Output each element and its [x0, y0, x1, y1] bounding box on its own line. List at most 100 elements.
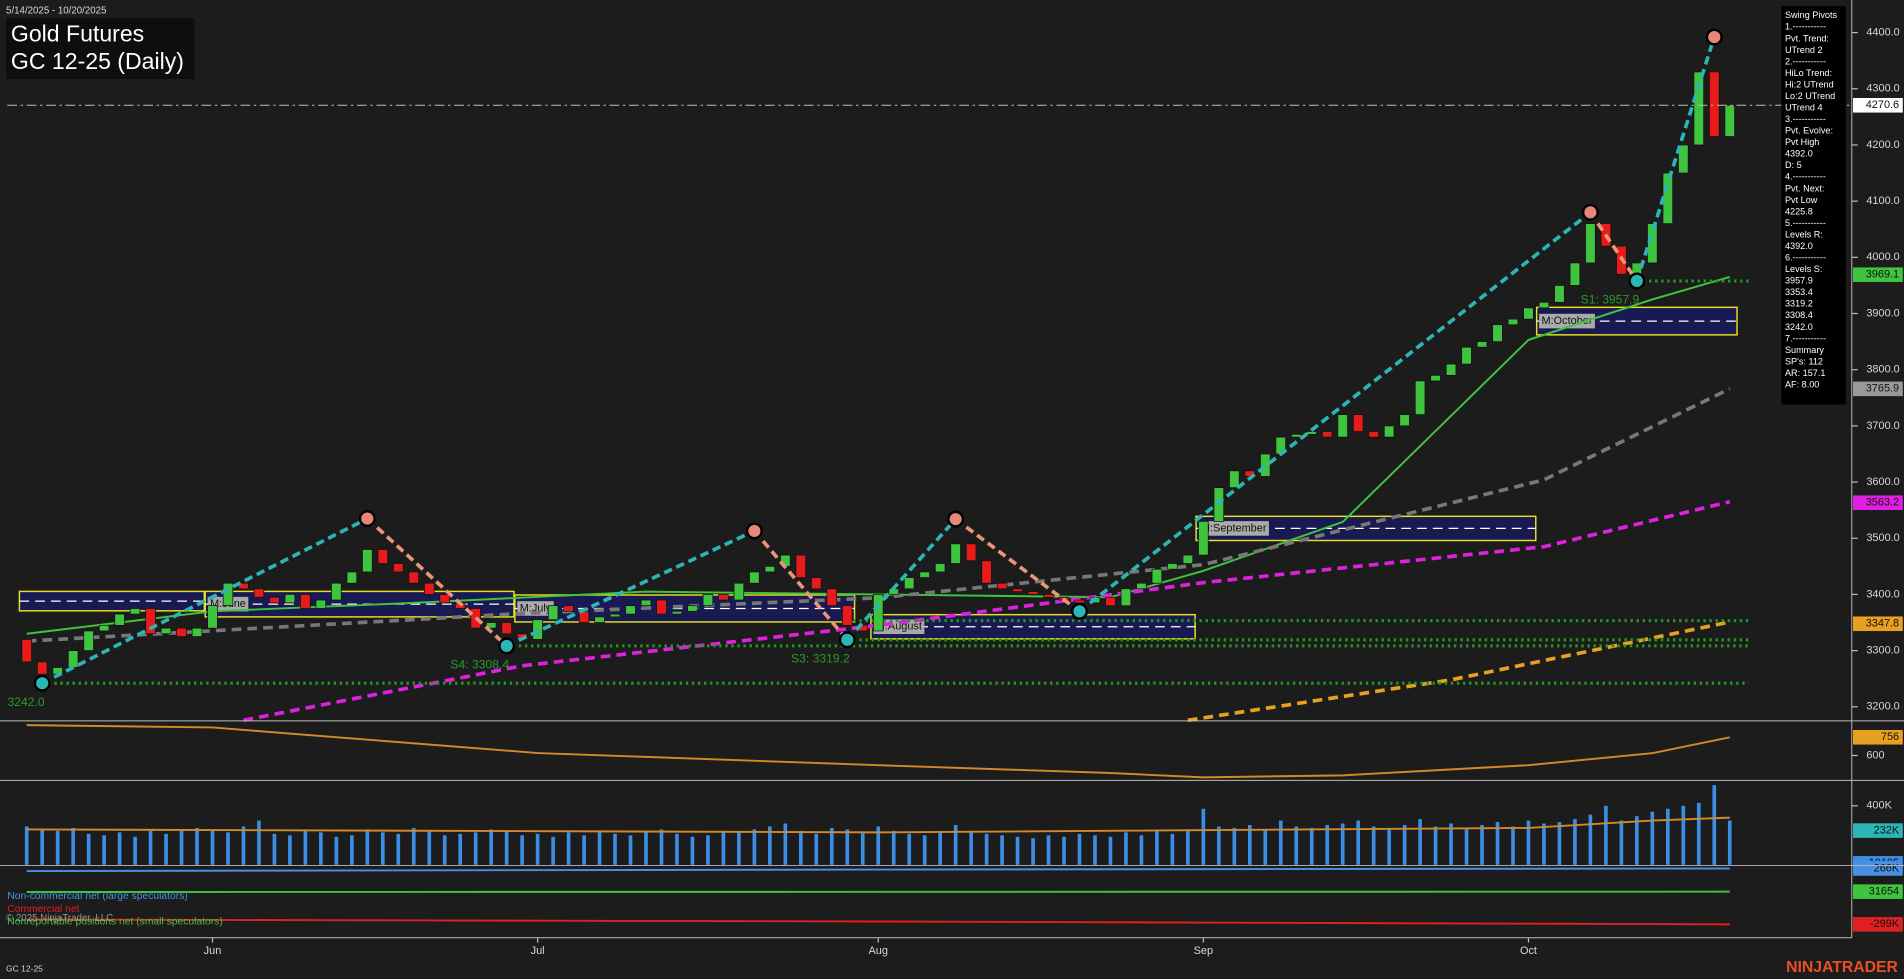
volume-bar: [1666, 808, 1670, 865]
volume-bar: [520, 835, 524, 865]
volume-bar: [613, 833, 617, 865]
info-line: Pvt. Trend:: [1785, 33, 1829, 43]
y-tick-label: 600: [1866, 749, 1884, 761]
volume-bar: [1294, 826, 1299, 865]
volume-bar: [799, 830, 803, 865]
volume-bar: [442, 835, 447, 865]
y-tick-label: 3600.0: [1866, 476, 1899, 488]
volume-bar: [1046, 835, 1051, 865]
info-line: 3353.4: [1785, 287, 1813, 297]
candle: [1291, 433, 1302, 438]
series-line: [26, 724, 1730, 779]
candle: [1027, 591, 1039, 595]
y-tick-label: 4200.0: [1866, 139, 1899, 151]
candle: [1523, 307, 1534, 320]
volume-bar: [1449, 823, 1453, 865]
volume-bar: [117, 832, 122, 865]
volume-bar: [1418, 819, 1422, 865]
candle: [563, 605, 574, 612]
price-badge: [1853, 495, 1903, 511]
candle: [1105, 596, 1116, 607]
candle: [1182, 554, 1194, 564]
info-line: 3242.0: [1785, 322, 1813, 332]
volume-bar: [1588, 814, 1593, 865]
price-badge: [1853, 98, 1903, 113]
info-line: 4225.8: [1785, 206, 1813, 216]
series-line: [26, 867, 1730, 873]
volume-bar: [102, 835, 106, 865]
volume-bar: [1635, 816, 1639, 865]
value-area: [204, 590, 515, 618]
candle: [1476, 341, 1488, 348]
candle: [1229, 470, 1240, 489]
candle: [1430, 374, 1441, 382]
candle: [1414, 380, 1426, 416]
x-tick-label: Sep: [1194, 945, 1213, 957]
candle: [749, 571, 760, 584]
pivot-marker: [1071, 602, 1088, 620]
price-badge-label: 3563.2: [1866, 497, 1899, 509]
swing-line: [1635, 36, 1717, 282]
plot-layer: 3200.0 3300.0 3400.0 3500.0 3600.0 3700.0 3800…: [7, 26, 1903, 957]
volume-bar: [1480, 824, 1484, 865]
candle: [811, 577, 822, 590]
candle: [315, 599, 327, 609]
candle: [362, 549, 373, 573]
volume-bar: [597, 830, 602, 865]
swing-line: [1078, 210, 1592, 613]
volume-bar: [458, 833, 463, 865]
info-line: HiLo Trend:: [1785, 68, 1832, 78]
candle: [1120, 588, 1132, 607]
y-tick-label: 3300.0: [1866, 645, 1899, 657]
volume-bar: [706, 835, 710, 865]
volume-bar: [1309, 827, 1314, 865]
volume-bar: [675, 833, 679, 865]
volume-bar: [1278, 820, 1283, 865]
price-badge-label: 266K: [1874, 862, 1900, 874]
y-tick-label: 4300.0: [1866, 83, 1899, 95]
price-badge: [1853, 381, 1903, 397]
volume-bar: [396, 833, 401, 865]
volume-bar: [1356, 820, 1360, 865]
volume-bar: [1604, 805, 1608, 865]
price-badge-label: 3765.9: [1866, 383, 1899, 395]
info-line: 3319.2: [1785, 299, 1813, 309]
swing-line: [752, 529, 849, 642]
volume-bar: [288, 835, 292, 865]
info-line: Pvt. Evolve:: [1785, 126, 1833, 136]
info-line: Hi:2 UTrend: [1785, 79, 1834, 89]
volume-bar: [845, 829, 850, 865]
candle: [1507, 318, 1519, 326]
volume-bar: [907, 833, 912, 865]
volume-bar: [257, 820, 261, 865]
volume-bar: [1371, 826, 1376, 865]
volume-bar: [659, 829, 664, 865]
series-line: [26, 918, 1730, 926]
candle: [253, 588, 265, 598]
pivot-label: S3: 3319.2: [791, 651, 850, 665]
info-line: 4392.0: [1785, 241, 1813, 251]
pivot-marker: [1581, 203, 1599, 221]
info-line: Pvt Low: [1785, 195, 1818, 205]
copyright: © 2025 NinjaTrader, LLC: [6, 913, 113, 924]
candle: [873, 594, 884, 632]
volume-bar: [1340, 823, 1345, 865]
swing-line: [1588, 211, 1639, 282]
volume-bar: [1139, 835, 1144, 865]
volume-bar: [1696, 802, 1701, 865]
legend-entry: Non-commercial net (large speculators): [7, 891, 188, 902]
candle: [98, 624, 110, 632]
price-badge: [1853, 823, 1903, 838]
volume-bar: [365, 829, 370, 865]
volume-bar: [1387, 827, 1391, 865]
swing-line: [41, 516, 369, 685]
candle: [1368, 431, 1379, 438]
candle: [36, 661, 48, 675]
candle: [609, 613, 621, 618]
volume-bar: [721, 830, 726, 865]
candle: [1043, 594, 1054, 598]
volume-bar: [1186, 829, 1190, 865]
